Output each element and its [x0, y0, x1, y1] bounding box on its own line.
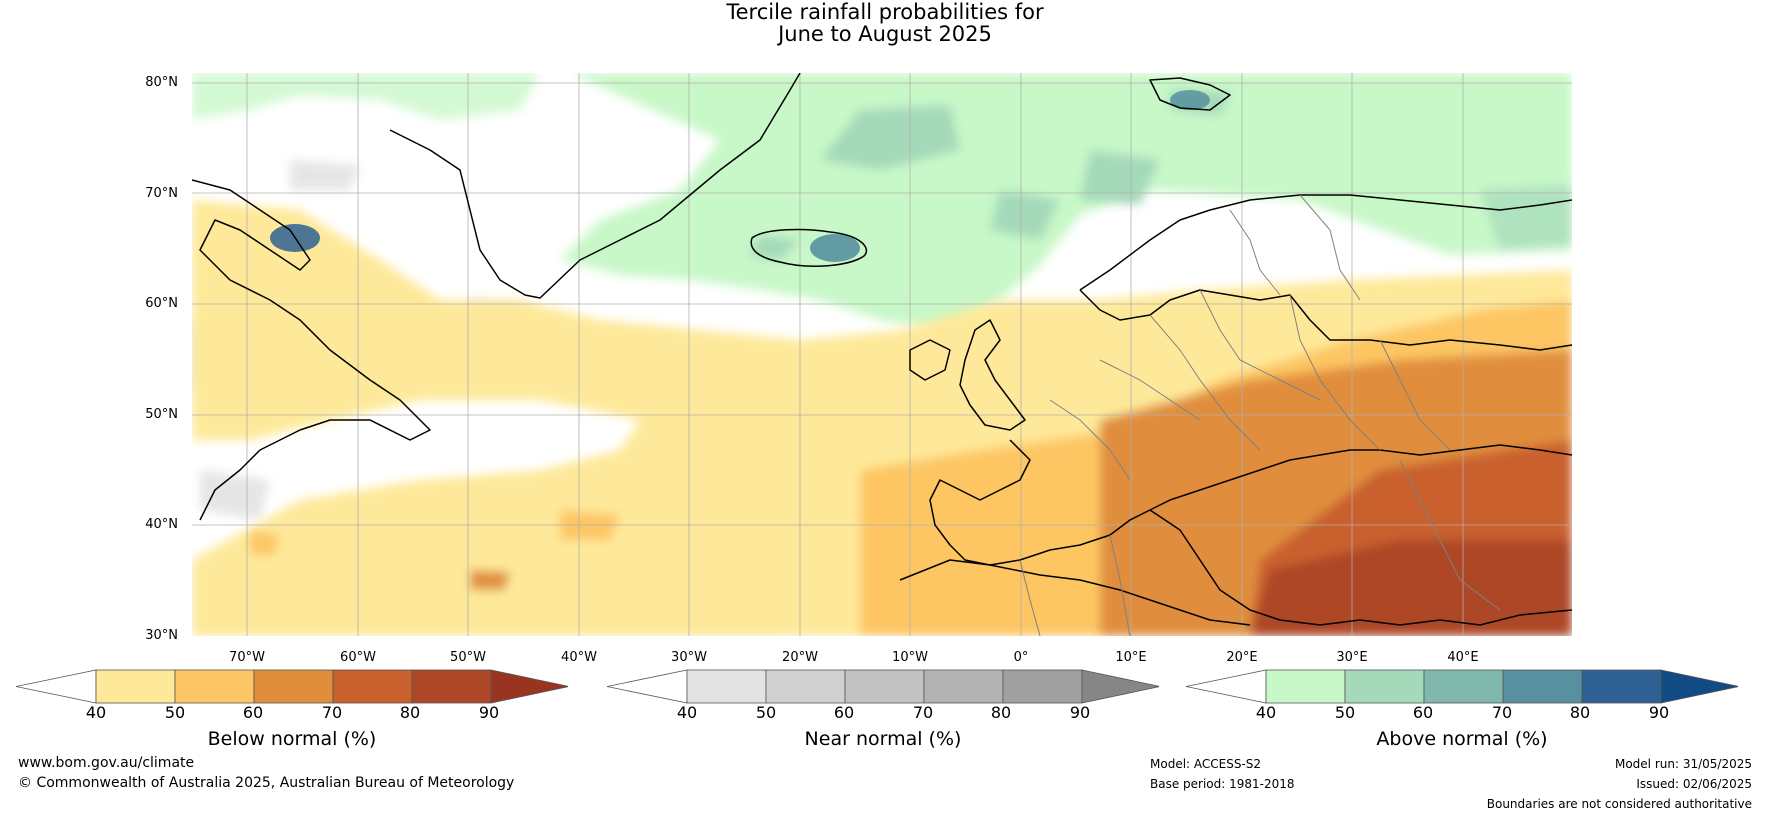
colorbar-extend-low [16, 669, 97, 704]
colorbar-segment [923, 669, 1004, 704]
lon-label-30w: 30°W [671, 650, 707, 665]
lon-label-20w: 20°W [782, 650, 818, 665]
model-run-text: Model run: 31/05/2025 [1614, 757, 1752, 771]
lat-label-60n: 60°N [145, 296, 178, 311]
lat-label-80n: 80°N [145, 75, 178, 90]
colorbar-segment [1265, 669, 1346, 704]
issued-text: Issued: 02/06/2025 [1636, 777, 1752, 791]
cb-near-tick: 50 [755, 703, 777, 722]
map-title-line2: June to August 2025 [778, 22, 992, 46]
cb-below-tick: 80 [399, 703, 421, 722]
lon-label-70w: 70°W [229, 650, 265, 665]
colorbar-segment [174, 669, 255, 704]
colorbar-extend-high [1660, 669, 1738, 704]
lon-label-10w: 10°W [892, 650, 928, 665]
below-normal-label: Below normal (%) [207, 728, 377, 750]
colorbar-segment [1581, 669, 1662, 704]
lon-label-0: 0° [1013, 650, 1029, 665]
colorbar-segment [686, 669, 767, 704]
colorbar-above-normal [1186, 669, 1738, 704]
colorbar-near-normal [607, 669, 1159, 704]
lon-label-40w: 40°W [561, 650, 597, 665]
lon-label-60w: 60°W [340, 650, 376, 665]
cb-above-tick: 70 [1491, 703, 1513, 722]
colorbar-extend-high [490, 669, 568, 704]
colorbar-extend-low [607, 669, 688, 704]
lon-label-40e: 40°E [1447, 650, 1479, 665]
lon-label-50w: 50°W [450, 650, 486, 665]
colorbar-segment [1002, 669, 1083, 704]
lon-label-30e: 30°E [1336, 650, 1368, 665]
cb-near-tick: 80 [990, 703, 1012, 722]
base-period-text: Base period: 1981-2018 [1150, 777, 1295, 791]
above-normal-label: Above normal (%) [1376, 728, 1548, 750]
website-link[interactable]: www.bom.gov.au/climate [18, 755, 195, 771]
iceland-spot [810, 234, 860, 262]
lon-label-20e: 20°E [1226, 650, 1258, 665]
colorbar-segment [1423, 669, 1504, 704]
colorbar-segment [253, 669, 334, 704]
colorbar-segment [844, 669, 925, 704]
cb-above-tick: 80 [1569, 703, 1591, 722]
model-text: Model: ACCESS-S2 [1150, 757, 1262, 771]
colorbar-segment [1344, 669, 1425, 704]
lat-label-30n: 30°N [145, 628, 178, 643]
country-borders [1019, 194, 1501, 636]
cb-below-tick: 70 [321, 703, 343, 722]
cb-below-tick: 50 [164, 703, 186, 722]
cb-near-tick: 60 [833, 703, 855, 722]
colorbar-segment [332, 669, 413, 704]
colorbar-segment [765, 669, 846, 704]
map-title-line1: Tercile rainfall probabilities for [726, 0, 1044, 24]
svalbard-spot [1170, 90, 1210, 110]
colorbar-segment [95, 669, 176, 704]
lon-label-10e: 10°E [1115, 650, 1147, 665]
colorbar-segment [411, 669, 492, 704]
cb-above-tick: 50 [1334, 703, 1356, 722]
cb-below-tick: 60 [242, 703, 264, 722]
graticule [192, 73, 1572, 636]
cb-above-tick: 90 [1648, 703, 1670, 722]
copyright-text: © Commonwealth of Australia 2025, Austra… [18, 775, 515, 791]
lat-label-50n: 50°N [145, 407, 178, 422]
cb-near-tick: 40 [676, 703, 698, 722]
cb-below-tick: 40 [85, 703, 107, 722]
near-normal-label: Near normal (%) [804, 728, 962, 750]
cb-above-tick: 40 [1255, 703, 1277, 722]
lat-label-40n: 40°N [145, 517, 178, 532]
cb-above-tick: 60 [1412, 703, 1434, 722]
colorbar-extend-high [1081, 669, 1159, 704]
colorbar-extend-low [1186, 669, 1267, 704]
disclaimer-text: Boundaries are not considered authoritat… [1486, 797, 1752, 811]
cb-below-tick: 90 [478, 703, 500, 722]
colorbar-segment [1502, 669, 1583, 704]
cb-near-tick: 70 [912, 703, 934, 722]
lat-label-70n: 70°N [145, 186, 178, 201]
below-normal-regions [192, 200, 1572, 636]
cb-near-tick: 90 [1069, 703, 1091, 722]
colorbar-below-normal [16, 669, 568, 704]
